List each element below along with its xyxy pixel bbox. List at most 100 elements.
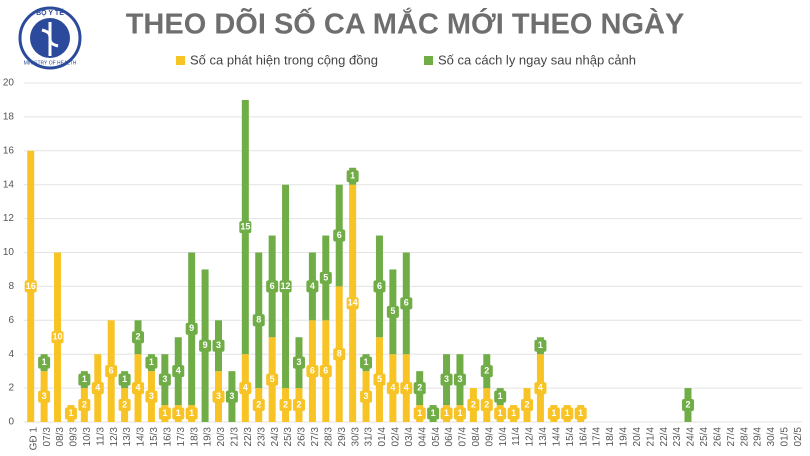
y-tick-label: 2 <box>8 383 14 394</box>
data-label: 1 <box>68 408 73 418</box>
data-label: 3 <box>149 391 154 401</box>
data-label: 4 <box>136 382 141 392</box>
data-label: 2 <box>82 399 87 409</box>
x-tick-label: 14/3 <box>136 427 147 447</box>
data-label-box <box>118 373 131 386</box>
data-label-box <box>306 365 319 378</box>
x-tick-label: 12/4 <box>525 427 536 447</box>
x-tick-label: 01/4 <box>377 427 388 447</box>
x-tick-label: 08/4 <box>471 427 482 447</box>
data-label: 1 <box>538 340 543 350</box>
data-label: 0 <box>766 408 771 418</box>
x-tick-label: 18/3 <box>189 427 200 447</box>
x-tick-label: 31/3 <box>364 427 375 447</box>
data-label: 3 <box>42 391 47 401</box>
x-tick-label: 11/4 <box>511 427 522 446</box>
data-label: 2 <box>525 399 530 409</box>
x-tick-label: 07/4 <box>458 427 469 447</box>
data-label-box <box>132 382 145 395</box>
data-label: 6 <box>337 230 342 240</box>
x-tick-label: 03/4 <box>404 427 415 447</box>
x-tick-label: 30/3 <box>350 427 361 447</box>
x-tick-label: 10/3 <box>82 427 93 447</box>
data-label-box <box>400 382 413 395</box>
data-label: 0 <box>592 408 597 418</box>
data-label: 6 <box>377 281 382 291</box>
data-label: 9 <box>189 323 194 333</box>
x-tick-label: 21/4 <box>645 427 656 447</box>
x-tick-label: 13/3 <box>122 427 133 447</box>
data-label-box <box>440 407 453 420</box>
data-label-box <box>239 221 252 234</box>
chart-title: THEO DÕI SỐ CA MẮC MỚI THEO NGÀY <box>126 7 685 41</box>
x-tick-label: 16/3 <box>162 427 173 447</box>
data-label: 0 <box>753 408 758 418</box>
data-label-box <box>534 382 547 395</box>
data-label: 1 <box>431 408 436 418</box>
data-label-box <box>24 280 37 293</box>
data-label: 1 <box>82 374 87 384</box>
data-label-box <box>145 390 158 403</box>
x-tick-label: 16/4 <box>578 427 589 447</box>
data-label-box <box>521 399 534 412</box>
data-label: 9 <box>203 340 208 350</box>
data-label: 1 <box>511 408 516 418</box>
data-label: 1 <box>176 408 181 418</box>
y-tick-label: 12 <box>3 213 15 224</box>
x-tick-label: 28/3 <box>323 427 334 447</box>
data-label-box <box>547 407 560 420</box>
x-tick-label: 09/4 <box>484 427 495 447</box>
x-tick-label: 10/4 <box>498 427 509 447</box>
data-label: 2 <box>685 399 690 409</box>
legend-swatch <box>176 56 185 65</box>
data-label: 2 <box>256 399 261 409</box>
data-label-box <box>480 365 493 378</box>
data-label-box <box>266 373 279 386</box>
data-label: 0 <box>632 408 637 418</box>
x-tick-label: 15/4 <box>565 427 576 447</box>
data-label: 2 <box>296 399 301 409</box>
data-label: 2 <box>122 399 127 409</box>
data-label-box <box>185 322 198 335</box>
data-label: 1 <box>444 408 449 418</box>
y-tick-label: 10 <box>3 247 15 258</box>
x-tick-label: 22/3 <box>243 427 254 447</box>
x-tick-label: 04/4 <box>417 427 428 447</box>
x-tick-label: 22/4 <box>659 427 670 447</box>
x-tick-label: 09/3 <box>69 427 80 447</box>
x-tick-label: 12/3 <box>109 427 120 447</box>
x-tick-label: 19/3 <box>203 427 214 447</box>
data-label-box <box>172 407 185 420</box>
x-tick-label: 23/3 <box>256 427 267 447</box>
data-label-box <box>279 280 292 293</box>
data-label: 4 <box>95 382 100 392</box>
data-label: 4 <box>538 382 543 392</box>
data-label: 3 <box>444 374 449 384</box>
x-tick-label: 25/4 <box>699 427 710 447</box>
x-tick-label: 06/4 <box>444 427 455 447</box>
x-tick-label: 20/4 <box>632 427 643 447</box>
data-label-box <box>158 373 171 386</box>
data-label-box <box>158 407 171 420</box>
data-label: 5 <box>377 374 382 384</box>
data-label: 1 <box>364 357 369 367</box>
data-label-box <box>252 399 265 412</box>
data-label: 4 <box>390 382 395 392</box>
data-label: 2 <box>484 366 489 376</box>
x-tick-label: 24/3 <box>270 427 281 447</box>
x-tick-label: 08/3 <box>55 427 66 447</box>
data-label-box <box>185 407 198 420</box>
data-label: 1 <box>350 171 355 181</box>
data-label: 0 <box>672 408 677 418</box>
y-tick-label: 14 <box>3 179 15 190</box>
data-label-box <box>199 339 212 352</box>
data-label: 0 <box>605 408 610 418</box>
data-label-box <box>440 373 453 386</box>
x-tick-label: 26/3 <box>297 427 308 447</box>
data-label-box <box>212 339 225 352</box>
data-label: 1 <box>189 408 194 418</box>
data-label-box <box>373 373 386 386</box>
data-label-box <box>480 399 493 412</box>
